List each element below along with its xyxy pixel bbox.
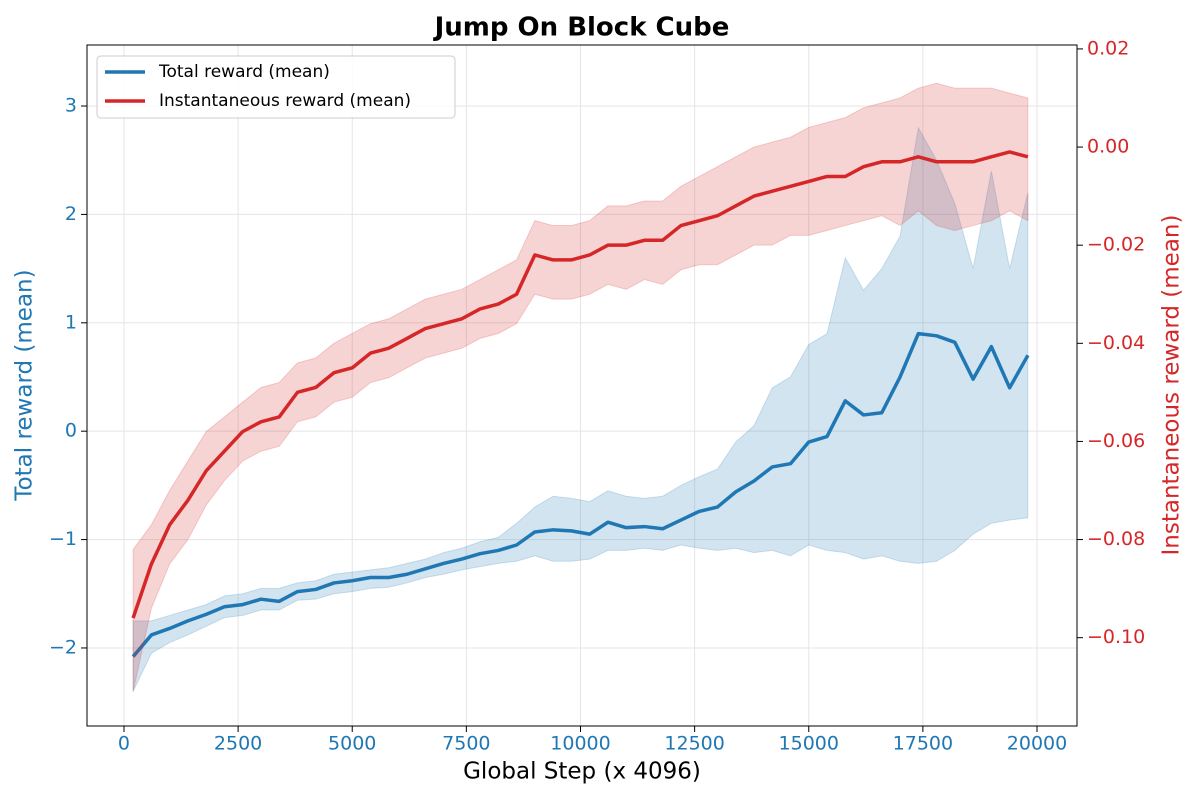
- y2-axis-label: Instantaneous reward (mean): [1159, 215, 1185, 556]
- y-tick-label: −2: [49, 636, 77, 658]
- y-tick-label: 0: [65, 420, 77, 442]
- legend-box: [96, 55, 456, 119]
- y2-tick-label: 0.02: [1087, 37, 1129, 59]
- x-tick-label: 2500: [214, 733, 262, 755]
- x-tick-label: 0: [118, 733, 130, 755]
- y-tick-label: −1: [49, 528, 77, 550]
- legend-label: Total reward (mean): [158, 62, 330, 82]
- y2-tick-label: −0.10: [1087, 626, 1145, 648]
- y-tick-label: 1: [65, 311, 77, 333]
- x-tick-label: 12500: [664, 733, 724, 755]
- y2-tick-label: −0.06: [1087, 430, 1145, 452]
- plot-frame: [86, 44, 1078, 727]
- x-tick-label: 7500: [442, 733, 490, 755]
- x-axis-label: Global Step (x 4096): [463, 759, 701, 785]
- y2-tick-label: −0.08: [1087, 528, 1145, 550]
- x-tick-label: 5000: [328, 733, 376, 755]
- x-tick-label: 10000: [550, 733, 610, 755]
- line: [131, 331, 1030, 658]
- x-tick-label: 17500: [893, 733, 953, 755]
- y2-tick-label: −0.04: [1087, 332, 1145, 354]
- legend-label: Instantaneous reward (mean): [159, 91, 411, 111]
- y-axis-label: Total reward (mean): [12, 269, 38, 501]
- y2-tick-label: −0.02: [1087, 234, 1145, 256]
- y2-tick-label: 0.00: [1087, 136, 1129, 158]
- y-tick-label: 2: [65, 203, 77, 225]
- x-tick-label: 20000: [1007, 733, 1067, 755]
- band: [132, 126, 1029, 692]
- line: [131, 150, 1029, 619]
- chart-title: Jump On Block Cube: [433, 13, 730, 43]
- y-tick-label: 3: [65, 95, 77, 117]
- x-tick-label: 15000: [779, 733, 839, 755]
